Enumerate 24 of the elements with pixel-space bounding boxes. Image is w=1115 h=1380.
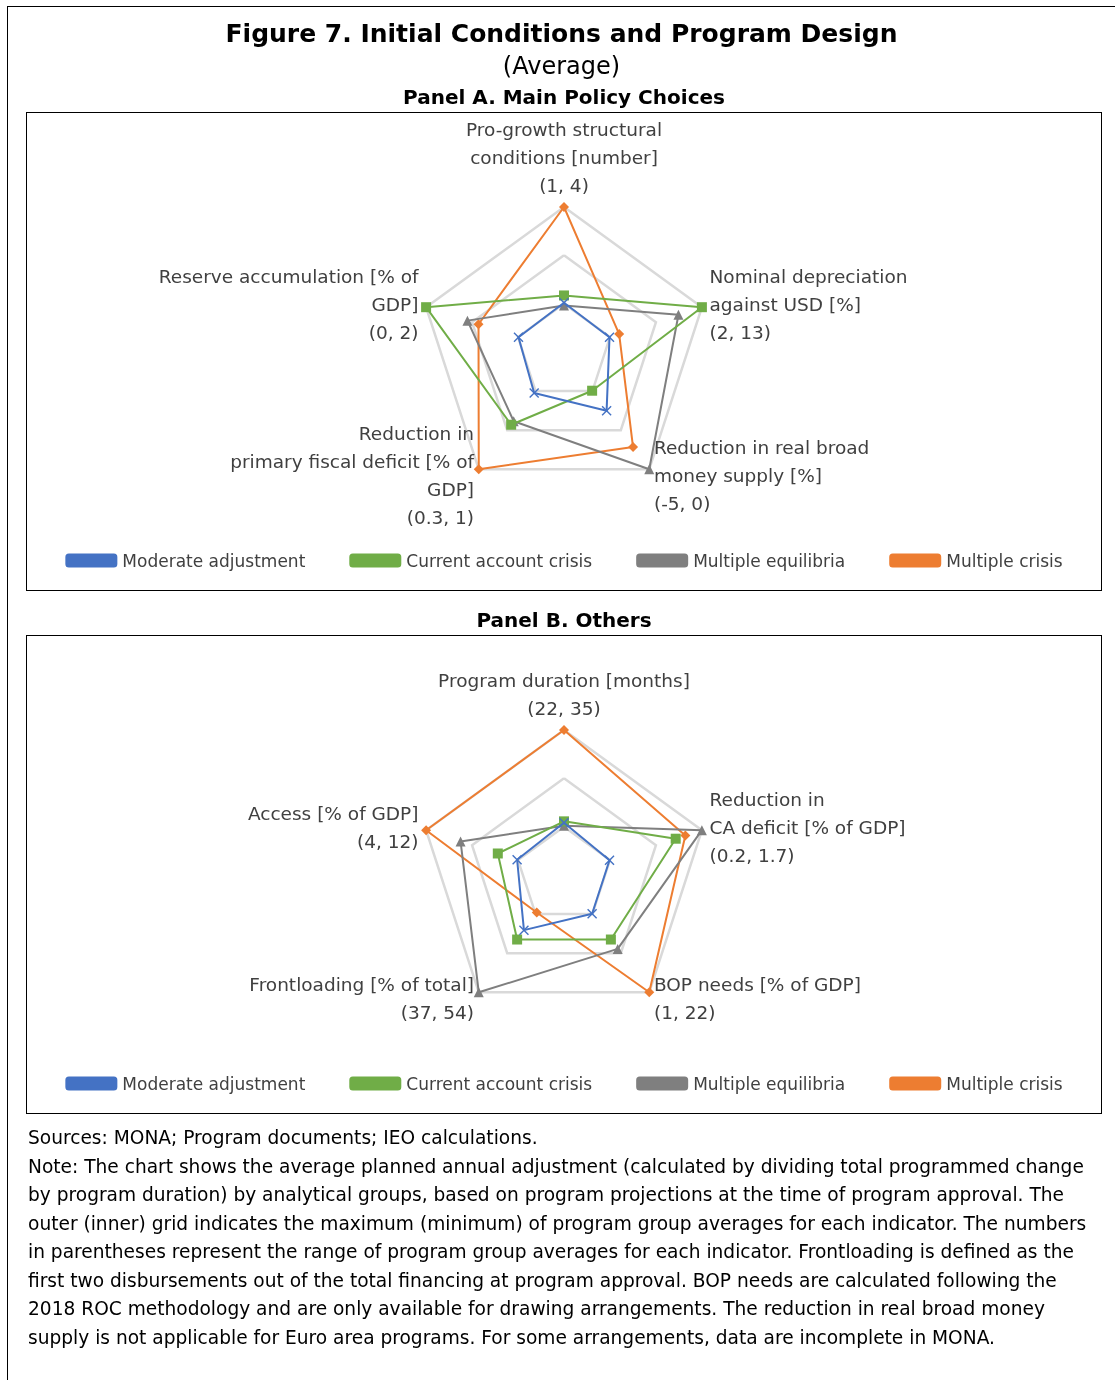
legend-label: Multiple crisis bbox=[946, 550, 1063, 571]
chart-title: Panel A. Main Policy Choices bbox=[402, 84, 726, 111]
spoke-label: Reserve accumulation [% of GDP] (0, 2) bbox=[158, 266, 419, 344]
spoke-label: Reduction in real broad money supply [%] (-5, 0) bbox=[653, 437, 870, 515]
spoke-label: Program duration [months] (22, 35) bbox=[438, 669, 690, 719]
text: Figure 7. Initial Conditions and Program Design bbox=[224, 19, 899, 48]
text: (Average) bbox=[501, 52, 622, 80]
chart-title: Panel B. Others bbox=[475, 607, 653, 634]
legend-label: Moderate adjustment bbox=[122, 1073, 306, 1094]
spoke-label: Pro-growth structural conditions [number] (1, 4) bbox=[465, 118, 663, 196]
legend-label: Moderate adjustment bbox=[122, 550, 306, 571]
spoke-label: Access [% of GDP] (4, 12) bbox=[247, 803, 419, 853]
spoke-label: Reduction in CA deficit [% of GDP] (0.2, 1.7) bbox=[709, 789, 906, 867]
legend-label: Current account crisis bbox=[406, 1073, 593, 1094]
legend-label: Current account crisis bbox=[406, 550, 593, 571]
spoke-label: BOP needs [% of GDP] (1, 22) bbox=[653, 974, 861, 1024]
spoke-label: Frontloading [% of total] (37, 54) bbox=[249, 974, 475, 1024]
legend-label: Multiple equilibria bbox=[693, 1073, 846, 1094]
legend-label: Multiple crisis bbox=[946, 1073, 1063, 1094]
spoke-label: Reduction in primary fiscal deficit [% of GDP] (0.3, 1) bbox=[230, 423, 475, 529]
legend-label: Multiple equilibria bbox=[693, 550, 846, 571]
spoke-label: Nominal depreciation against USD [%] (2, 13) bbox=[709, 266, 908, 344]
text: Note: The chart shows the average planned annual adjustment (calculated by dividing total programmed change by program duration) by analytical groups, based on program projections at the time of program approval. The outer (inner) grid indicates the maximum (minimum) of program group averages for each indicator. The numbers in parentheses represent the range of program group averages for each indicator. Frontloading is defined as the first two disbursements out of the total financing at program approval. BOP needs are calculated following the 2018 ROC methodology and are only available for drawing arrangements. The reduction in real broad money supply is not applicable for Euro area programs. For some arrangements, data are incomplete in MONA. bbox=[28, 1154, 1088, 1350]
source-note: Sources: MONA; Program documents; IEO calculations. bbox=[28, 1126, 539, 1150]
